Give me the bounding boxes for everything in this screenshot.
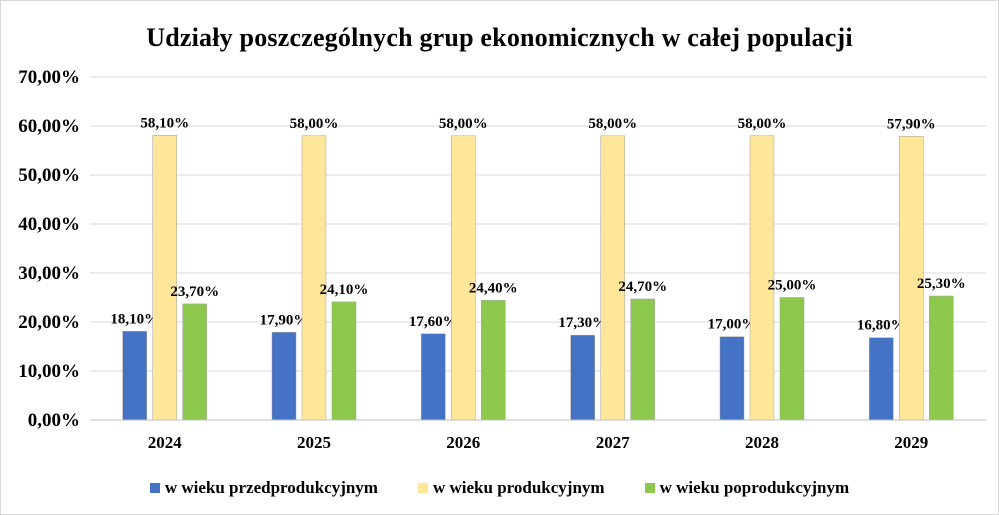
svg-text:24,70%: 24,70%	[618, 279, 667, 295]
svg-text:60,00%: 60,00%	[18, 116, 80, 137]
svg-text:50,00%: 50,00%	[18, 165, 80, 186]
svg-text:0,00%: 0,00%	[28, 410, 80, 431]
svg-text:24,40%: 24,40%	[469, 280, 518, 296]
svg-text:10,00%: 10,00%	[18, 361, 80, 382]
svg-text:58,00%: 58,00%	[439, 116, 488, 132]
svg-text:25,00%: 25,00%	[768, 278, 817, 294]
svg-text:17,60%: 17,60%	[409, 314, 458, 330]
svg-text:2025: 2025	[297, 433, 331, 452]
svg-text:58,00%: 58,00%	[738, 116, 787, 132]
svg-text:58,00%: 58,00%	[290, 116, 339, 132]
svg-text:30,00%: 30,00%	[18, 263, 80, 284]
svg-text:57,90%: 57,90%	[887, 116, 936, 132]
svg-text:24,10%: 24,10%	[320, 282, 369, 298]
svg-text:2028: 2028	[745, 433, 779, 452]
svg-text:17,90%: 17,90%	[260, 312, 309, 328]
svg-text:20,00%: 20,00%	[18, 312, 80, 333]
svg-text:2027: 2027	[596, 433, 631, 452]
svg-text:58,00%: 58,00%	[588, 116, 637, 132]
svg-text:70,00%: 70,00%	[18, 67, 80, 88]
svg-text:17,00%: 17,00%	[708, 317, 757, 333]
svg-text:2026: 2026	[446, 433, 480, 452]
svg-text:25,30%: 25,30%	[917, 276, 966, 292]
svg-text:40,00%: 40,00%	[18, 214, 80, 235]
svg-text:17,30%: 17,30%	[558, 315, 607, 331]
svg-text:18,10%: 18,10%	[110, 311, 159, 327]
svg-text:23,70%: 23,70%	[170, 284, 219, 300]
svg-text:58,10%: 58,10%	[140, 115, 189, 131]
svg-text:16,80%: 16,80%	[857, 318, 906, 334]
svg-text:2024: 2024	[148, 433, 183, 452]
svg-text:2029: 2029	[894, 433, 928, 452]
